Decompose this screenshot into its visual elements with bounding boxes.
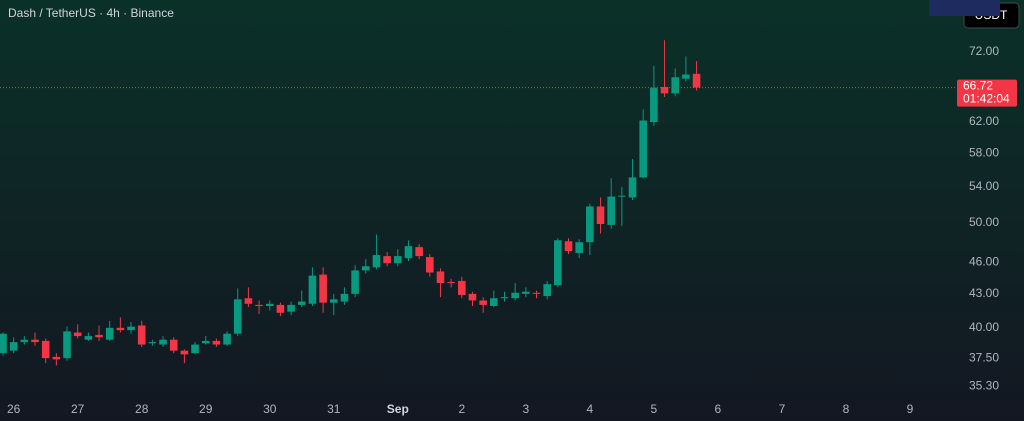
candle-body	[671, 77, 680, 94]
candle-body	[41, 340, 50, 359]
candle-body	[511, 292, 519, 299]
candle-body	[169, 339, 178, 351]
candle-body	[618, 195, 626, 197]
candle-body	[159, 339, 167, 345]
candle-body	[297, 301, 306, 305]
candle-body	[329, 299, 338, 303]
y-tick-label: 43.00	[969, 286, 999, 300]
candle-body	[191, 344, 199, 354]
candle-body	[105, 327, 114, 340]
x-tick-label: 8	[843, 402, 850, 416]
candle-body	[660, 87, 669, 94]
candle-body	[244, 298, 253, 304]
candle-body	[84, 336, 93, 340]
candle-body	[255, 304, 263, 307]
x-tick-label: 5	[651, 402, 658, 416]
x-tick-label: 26	[7, 402, 21, 416]
candle-body	[212, 340, 221, 345]
candle-body	[554, 240, 562, 286]
candle-body	[137, 325, 146, 345]
x-tick-label: 9	[907, 402, 914, 416]
x-tick-label: 29	[199, 402, 213, 416]
x-tick-label: Sep	[387, 402, 409, 416]
x-tick-label: 3	[522, 402, 529, 416]
candle-body	[276, 304, 285, 313]
last-price-tag	[957, 79, 1017, 107]
x-tick-label: 30	[263, 402, 277, 416]
candle-body	[564, 241, 573, 252]
candle-body	[0, 333, 7, 354]
candle-body	[468, 293, 477, 301]
y-tick-label: 72.00	[969, 44, 999, 58]
candle-body	[436, 271, 445, 284]
low-badge	[929, 0, 1000, 16]
candle-body	[148, 342, 157, 344]
candle-body	[95, 334, 103, 338]
candle-body	[404, 246, 413, 259]
candle-body	[628, 177, 637, 198]
candle-body	[532, 292, 541, 294]
candle-body	[372, 255, 381, 268]
y-tick-label: 40.00	[969, 320, 999, 334]
x-tick-label: 6	[715, 402, 722, 416]
y-tick-label: 35.30	[969, 379, 999, 393]
candle-body	[265, 303, 274, 307]
candle-body	[319, 274, 327, 303]
candle-body	[351, 270, 359, 294]
chart-title: Dash / TetherUS · 4h · Binance	[8, 6, 174, 20]
candle-body	[308, 275, 317, 304]
y-tick-label: 46.00	[969, 254, 999, 268]
candle-body	[639, 120, 647, 178]
x-tick-label: 2	[458, 402, 465, 416]
candle-body	[393, 256, 402, 264]
candle-body	[383, 256, 391, 264]
x-tick-label: 27	[71, 402, 85, 416]
y-tick-label: 50.00	[969, 215, 999, 229]
candle-body	[9, 342, 18, 351]
candle-body	[682, 74, 690, 79]
countdown-label: 01:42:04	[963, 92, 1010, 106]
candle-body	[287, 304, 295, 312]
x-tick-label: 31	[327, 402, 341, 416]
y-tick-label: 37.50	[969, 350, 999, 364]
candle-body	[415, 247, 423, 257]
candle-body	[233, 299, 242, 334]
candle-body	[479, 300, 487, 305]
candle-body	[127, 326, 135, 331]
candle-body	[586, 206, 594, 243]
candle-body	[692, 73, 701, 88]
candle-body	[490, 298, 498, 307]
candle-body	[63, 331, 71, 359]
candle-body	[426, 257, 434, 273]
candle-body	[73, 332, 82, 337]
candle-body	[180, 350, 189, 355]
candle-body	[340, 293, 349, 302]
candle-body	[20, 339, 29, 343]
x-tick-label: 28	[135, 402, 149, 416]
x-tick-label: 7	[779, 402, 786, 416]
candle-body	[575, 242, 583, 254]
candle-body	[522, 291, 530, 294]
y-tick-label: 54.00	[969, 179, 999, 193]
candle-body	[447, 281, 455, 284]
candle-body	[361, 266, 370, 271]
candle-body	[500, 297, 509, 299]
candle-body	[607, 196, 615, 225]
last-price-label: 66.72	[963, 79, 993, 93]
candle-body	[458, 280, 466, 295]
candle-body	[650, 87, 658, 123]
candle-body	[31, 339, 39, 343]
candle-body	[52, 356, 61, 360]
candle-body	[116, 327, 125, 331]
candle-body	[223, 333, 231, 345]
candle-body	[201, 340, 210, 344]
y-tick-label: 62.00	[969, 114, 999, 128]
x-tick-label: 4	[587, 402, 594, 416]
candle-body	[543, 284, 551, 297]
y-tick-label: 58.00	[969, 146, 999, 160]
candle-body	[596, 206, 605, 224]
